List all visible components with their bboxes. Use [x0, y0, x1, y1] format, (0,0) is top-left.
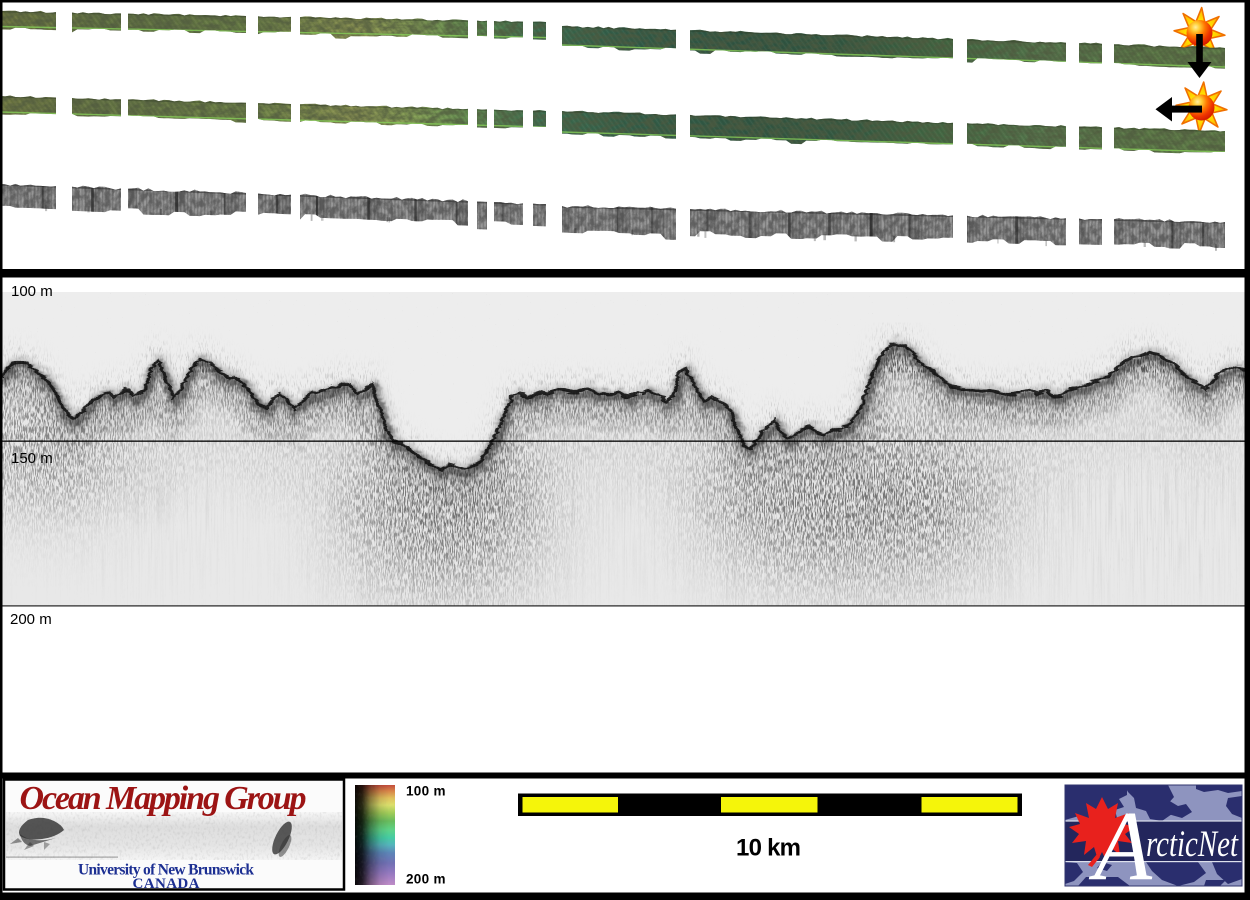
- svg-text:University of New Brunswick: University of New Brunswick: [78, 862, 254, 879]
- svg-text:Ocean Mapping Group: Ocean Mapping Group: [20, 780, 307, 817]
- svg-text:rcticNet: rcticNet: [1146, 824, 1239, 865]
- svg-text:100 m: 100 m: [406, 784, 446, 799]
- svg-text:150 m: 150 m: [11, 450, 53, 467]
- svg-text:200 m: 200 m: [10, 611, 52, 628]
- svg-text:10 km: 10 km: [736, 835, 801, 862]
- svg-text:A: A: [1088, 790, 1153, 900]
- svg-text:CANADA: CANADA: [133, 876, 200, 892]
- svg-text:200 m: 200 m: [406, 872, 446, 887]
- svg-text:100 m: 100 m: [11, 283, 53, 300]
